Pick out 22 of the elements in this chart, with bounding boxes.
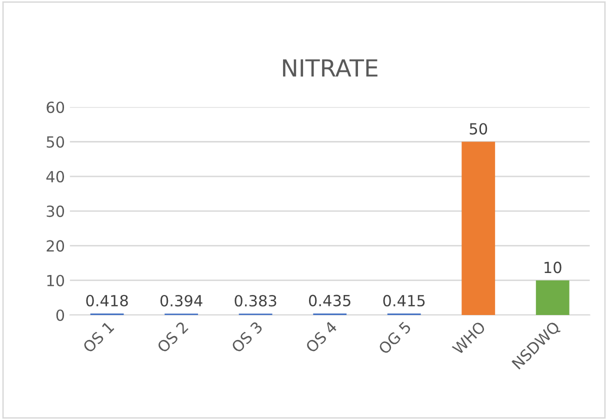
bar [462, 142, 496, 315]
x-tick-label: OG 5 [378, 320, 412, 355]
data-label: 0.383 [234, 294, 276, 307]
y-tick-label: 30 [46, 206, 64, 218]
y-tick-label: 20 [46, 240, 64, 252]
y-tick-label: 0 [56, 309, 64, 322]
data-label: 10 [544, 262, 562, 274]
y-tick-label: 60 [46, 102, 64, 114]
data-label: 50 [470, 123, 488, 135]
data-label: 0.415 [383, 294, 425, 306]
x-tick-label: OS 3 [230, 320, 264, 354]
chart-title: NITRATE [283, 59, 378, 77]
x-tick-label: OS 1 [82, 321, 114, 354]
y-tick-label: 10 [47, 274, 64, 286]
y-tick-label: 40 [46, 170, 64, 182]
y-tick-label: 50 [46, 136, 64, 148]
x-tick-label: OS 4 [304, 320, 338, 354]
data-label: 0.418 [86, 294, 128, 306]
data-label: 0.435 [308, 294, 350, 306]
data-label: 0.394 [160, 294, 202, 307]
x-tick-label: OS 2 [156, 321, 189, 354]
bar [536, 280, 570, 315]
